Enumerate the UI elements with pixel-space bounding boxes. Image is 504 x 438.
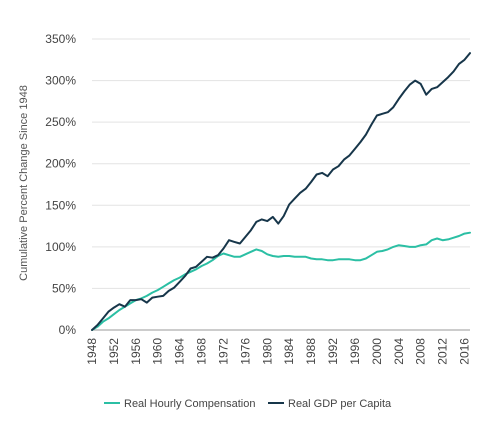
series-lines	[91, 52, 471, 331]
legend-item-real-hourly-compensation: Real Hourly Compensation	[104, 398, 255, 410]
y-tick-label: 250%	[45, 115, 76, 129]
axes: 0% 50% 100% 150% 200% 250% 300% 350% 1948 1952 195…	[45, 32, 471, 365]
x-tick-label: 2008	[414, 338, 428, 365]
series-line-real-gdp-per-capita	[91, 52, 471, 331]
series-line-real-hourly-compensation	[91, 231, 471, 331]
x-tick-label: 1984	[282, 338, 296, 365]
y-tick-label: 50%	[52, 281, 76, 295]
x-tick-label: 1956	[129, 338, 143, 365]
legend: Real Hourly Compensation Real GDP per Cap…	[104, 398, 392, 410]
y-tick-label: 150%	[45, 198, 76, 212]
x-tick-label: 1988	[304, 338, 318, 365]
x-tick-label: 1976	[238, 338, 252, 365]
x-tick-label: 2012	[436, 338, 450, 365]
y-tick-label: 300%	[45, 74, 76, 88]
legend-item-real-gdp-per-capita: Real GDP per Capita	[268, 398, 392, 410]
y-tick-label: 350%	[45, 32, 76, 46]
gridlines	[92, 38, 470, 289]
x-tick-label: 2004	[392, 338, 406, 365]
x-tick-label: 1948	[85, 338, 99, 365]
x-tick-label: 1972	[216, 338, 230, 365]
y-tick-label: 0%	[59, 323, 77, 337]
y-tick-label: 100%	[45, 240, 76, 254]
legend-label: Real GDP per Capita	[288, 398, 392, 410]
legend-label: Real Hourly Compensation	[124, 398, 255, 410]
x-tick-label: 1968	[195, 338, 209, 365]
x-tick-label: 1960	[151, 338, 165, 365]
x-tick-label: 1952	[107, 338, 121, 365]
y-tick-label: 200%	[45, 157, 76, 171]
y-axis-title: Cumulative Percent Change Since 1948	[18, 85, 30, 281]
x-tick-label: 1964	[173, 338, 187, 365]
x-tick-label: 2016	[458, 338, 472, 365]
x-tick-label: 1980	[260, 338, 274, 365]
x-tick-label: 2000	[370, 338, 384, 365]
x-tick-label: 1992	[326, 338, 340, 365]
x-tick-label: 1996	[348, 338, 362, 365]
